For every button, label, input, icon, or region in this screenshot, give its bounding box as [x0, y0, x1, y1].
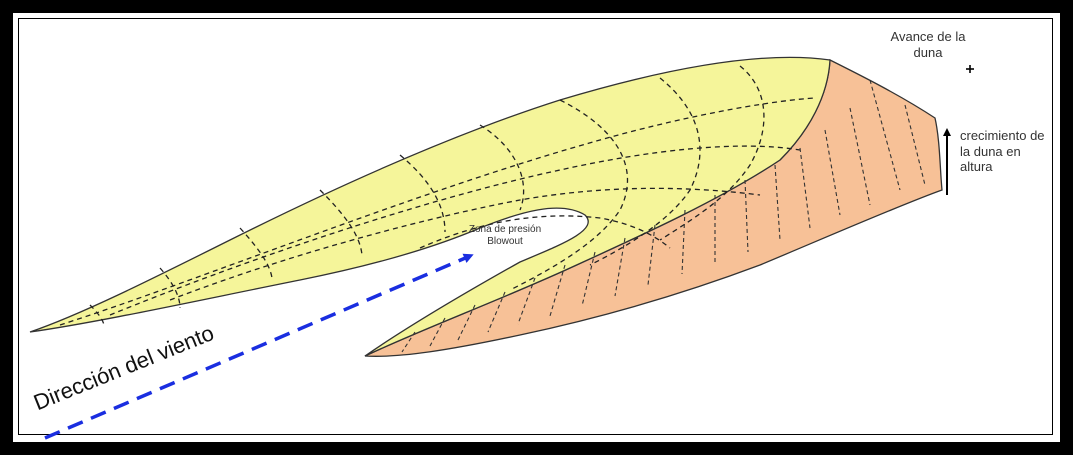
windward-slope [29, 56, 831, 357]
plus-arrow-icon [966, 65, 974, 73]
slip-face-lines [401, 79, 926, 353]
inner-border [18, 18, 1053, 435]
diagram-canvas [13, 13, 1060, 442]
dune-advance-label: Avance de la duna [890, 29, 966, 60]
blowout-zone-label: Zona de presión Blowout [468, 224, 542, 247]
windward-contours [59, 65, 816, 327]
wind-arrow-icon [44, 253, 474, 440]
dune-growth-label: crecimiento de la duna en altura [960, 128, 1045, 175]
